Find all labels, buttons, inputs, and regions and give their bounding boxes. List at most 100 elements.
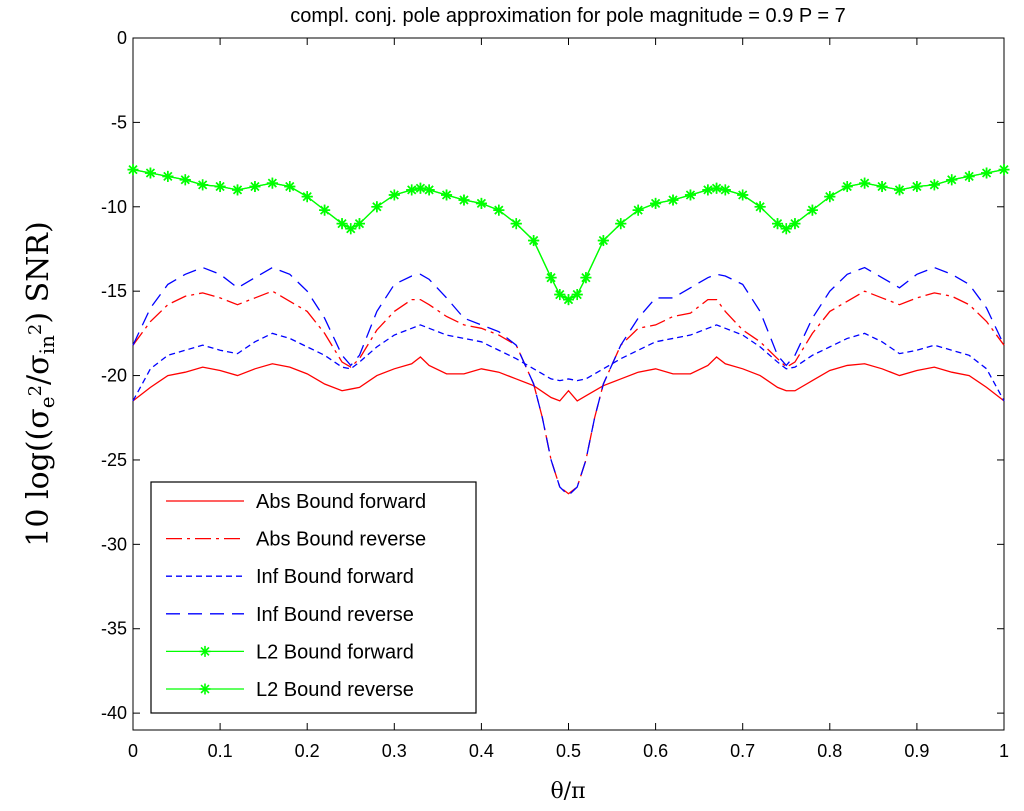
data-point-marker [197,179,209,191]
x-tick-label: 0.3 [382,741,407,761]
series-inf-bound-forward [132,324,1005,402]
y-tick-label: -35 [101,619,127,639]
series-abs-bound-forward [132,356,1005,402]
data-point-marker [684,189,696,201]
data-point-marker [789,218,801,230]
x-tick-label: 0 [128,741,138,761]
data-point-marker [232,184,244,196]
legend-label: L2 Bound reverse [256,679,414,701]
data-point-marker [458,194,470,206]
data-point-marker [580,272,592,284]
series-line-inf-bound-forward [132,324,1005,402]
data-point-marker [780,223,792,235]
y-axis-ticks: 0 -5 -10 -15 -20 -25 -30 -35 -40 [101,28,1004,723]
data-point-marker [371,201,383,213]
data-point-marker [510,218,522,230]
series-line-inf-bound-reverse [132,266,1005,497]
legend: Abs Bound forward Abs Bound reverse Inf Bo… [150,481,477,714]
x-tick-label: 0.1 [208,741,233,761]
data-point-marker [824,191,836,203]
series-line-abs-bound-forward [132,356,1005,402]
legend-label: Inf Bound reverse [256,604,414,626]
data-point-marker [893,184,905,196]
data-point-marker [414,182,426,194]
y-tick-label: 0 [117,28,127,48]
legend-marker [199,683,211,695]
data-point-marker [911,181,923,193]
y-tick-label: -30 [101,534,127,554]
legend-label: L2 Bound forward [256,641,414,663]
data-point-marker [667,194,679,206]
legend-label: Abs Bound forward [256,491,426,513]
data-point-marker [963,170,975,182]
data-point-marker [563,294,574,306]
data-point-marker [423,184,435,196]
data-point-marker [981,167,993,179]
x-tick-label: 0.4 [469,741,494,761]
data-point-marker [772,218,784,230]
data-point-marker [545,272,557,284]
data-point-marker [946,174,958,186]
series-inf-bound-reverse [132,266,1005,497]
data-point-marker [406,184,418,196]
legend-box [150,481,477,714]
x-tick-label: 0.7 [730,741,755,761]
series-l2-bound-reverse [127,164,1010,306]
x-axis-ticks: 0 0.1 0.2 0.3 0.4 0.5 0.6 0.7 0.8 0.9 1 [128,38,1009,761]
data-point-marker [179,174,191,186]
y-axis-label: 10 log((σe2/σin2) SNR) [21,221,59,546]
x-tick-label: 0.9 [904,741,929,761]
x-tick-label: 0.5 [556,741,581,761]
data-point-marker [214,181,226,193]
data-point-marker [127,164,139,176]
y-tick-label: -5 [111,112,127,132]
data-point-marker [754,201,766,213]
data-point-marker [249,181,261,193]
data-point-marker [319,204,331,216]
data-point-marker [493,204,505,216]
data-point-marker [336,218,348,230]
data-point-marker [650,197,662,209]
chart-title: compl. conj. pole approximation for pole… [290,5,846,27]
data-point-marker [998,164,1010,176]
legend-label: Abs Bound reverse [256,529,426,551]
y-tick-label: -40 [101,703,127,723]
data-point-marker [345,223,357,235]
data-point-marker [632,204,644,216]
data-point-marker [806,204,818,216]
data-point-marker [928,179,940,191]
data-point-marker [597,235,609,247]
y-tick-label: -20 [101,366,127,386]
data-point-marker [284,181,296,193]
legend-marker [199,645,211,657]
data-point-marker [162,170,174,182]
x-tick-label: 1 [999,741,1009,761]
x-tick-label: 0.8 [817,741,842,761]
series-layer [127,164,1010,497]
data-point-marker [711,182,723,194]
data-point-marker [441,189,453,201]
y-tick-label: -10 [101,197,127,217]
y-tick-label: -15 [101,281,127,301]
data-point-marker [554,289,566,301]
data-point-marker [876,181,888,193]
data-point-marker [615,218,627,230]
x-axis-label: θ/π [550,779,585,804]
data-point-marker [571,289,583,301]
data-point-marker [859,177,871,189]
data-point-marker [353,218,365,230]
series-line-abs-bound-reverse [132,290,1005,495]
y-tick-label: -25 [101,450,127,470]
data-point-marker [528,235,540,247]
x-tick-label: 0.2 [295,741,320,761]
data-point-marker [301,191,313,203]
data-point-marker [737,189,749,201]
data-point-marker [702,184,714,196]
data-point-marker [475,197,487,209]
series-abs-bound-reverse [132,290,1005,495]
data-point-marker [719,184,731,196]
data-point-marker [144,167,156,179]
x-tick-label: 0.6 [643,741,668,761]
data-point-marker [266,177,278,189]
